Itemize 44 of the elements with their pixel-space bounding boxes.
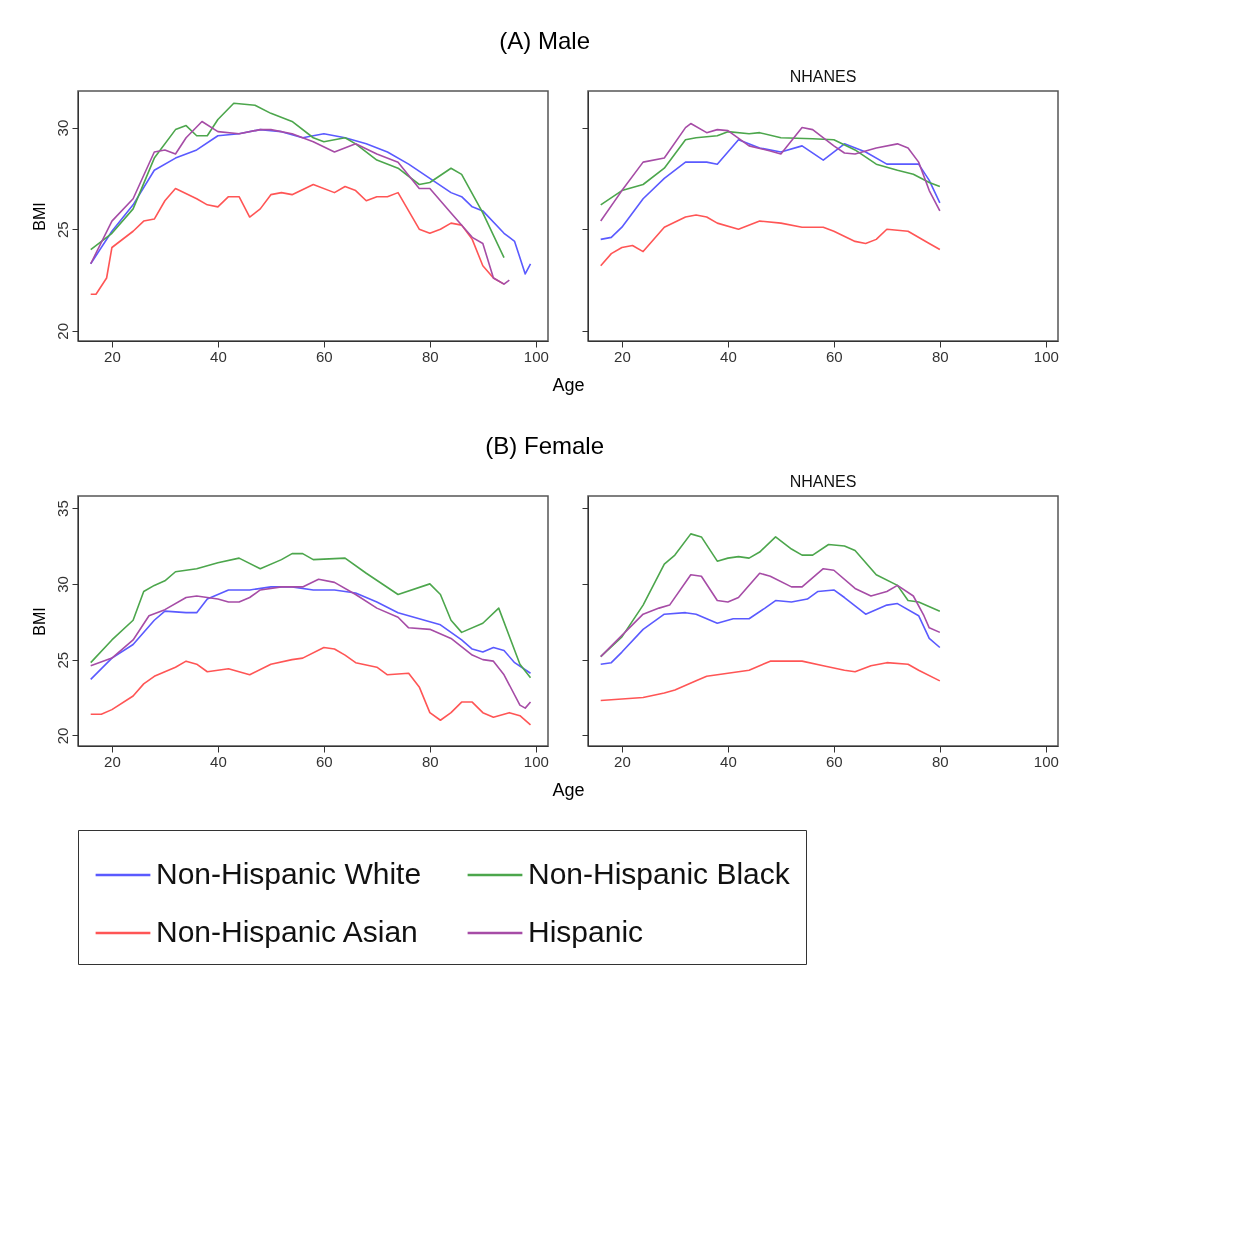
x-axis-title: Age: [552, 374, 585, 395]
line-series: [89, 586, 532, 681]
x-axis-title: Age: [552, 779, 585, 800]
x-tick-label: 60: [316, 347, 333, 365]
x-tick-label: 100: [523, 347, 549, 365]
chart-subtitle: NHANES: [789, 473, 857, 490]
legend-label: Hispanic: [528, 915, 644, 948]
x-tick-label: 80: [421, 347, 439, 365]
legend-label: Non-Hispanic Asian: [156, 915, 418, 948]
x-tick-label: 100: [1033, 752, 1059, 770]
chart-title: (A) Male: [499, 27, 591, 55]
x-tick-label: 100: [523, 752, 549, 770]
line-series: [89, 646, 532, 726]
x-tick-label: 60: [316, 752, 333, 770]
y-tick-label: 25: [53, 221, 71, 239]
chart-subtitle: NHANES: [789, 68, 857, 85]
x-tick-label: 20: [614, 347, 631, 365]
y-tick-label: 20: [53, 322, 71, 340]
x-tick-label: 40: [720, 752, 737, 770]
legend-label: Non-Hispanic Black: [528, 857, 791, 890]
legend-label: Non-Hispanic White: [156, 857, 422, 890]
x-tick-label: 40: [720, 347, 737, 365]
x-tick-label: 20: [614, 752, 631, 770]
x-tick-label: 80: [421, 752, 439, 770]
x-tick-label: 20: [104, 347, 121, 365]
y-axis-title: BMI: [30, 607, 48, 636]
y-axis-title: BMI: [30, 202, 48, 231]
x-tick-label: 100: [1033, 347, 1059, 365]
x-tick-label: 60: [826, 347, 843, 365]
y-tick-label: 35: [53, 500, 71, 517]
line-series: [89, 102, 505, 259]
y-tick-label: 25: [53, 651, 71, 669]
x-tick-label: 40: [210, 752, 227, 770]
line-series: [89, 578, 532, 709]
line-series: [89, 552, 532, 679]
x-tick-label: 80: [931, 347, 949, 365]
x-tick-label: 80: [931, 752, 949, 770]
chart-title: (B) Female: [485, 432, 605, 460]
x-tick-label: 20: [104, 752, 121, 770]
y-tick-label: 30: [53, 119, 71, 137]
x-tick-label: 40: [210, 347, 227, 365]
y-tick-label: 20: [53, 727, 71, 745]
y-tick-label: 30: [53, 576, 71, 593]
x-tick-label: 60: [826, 752, 843, 770]
